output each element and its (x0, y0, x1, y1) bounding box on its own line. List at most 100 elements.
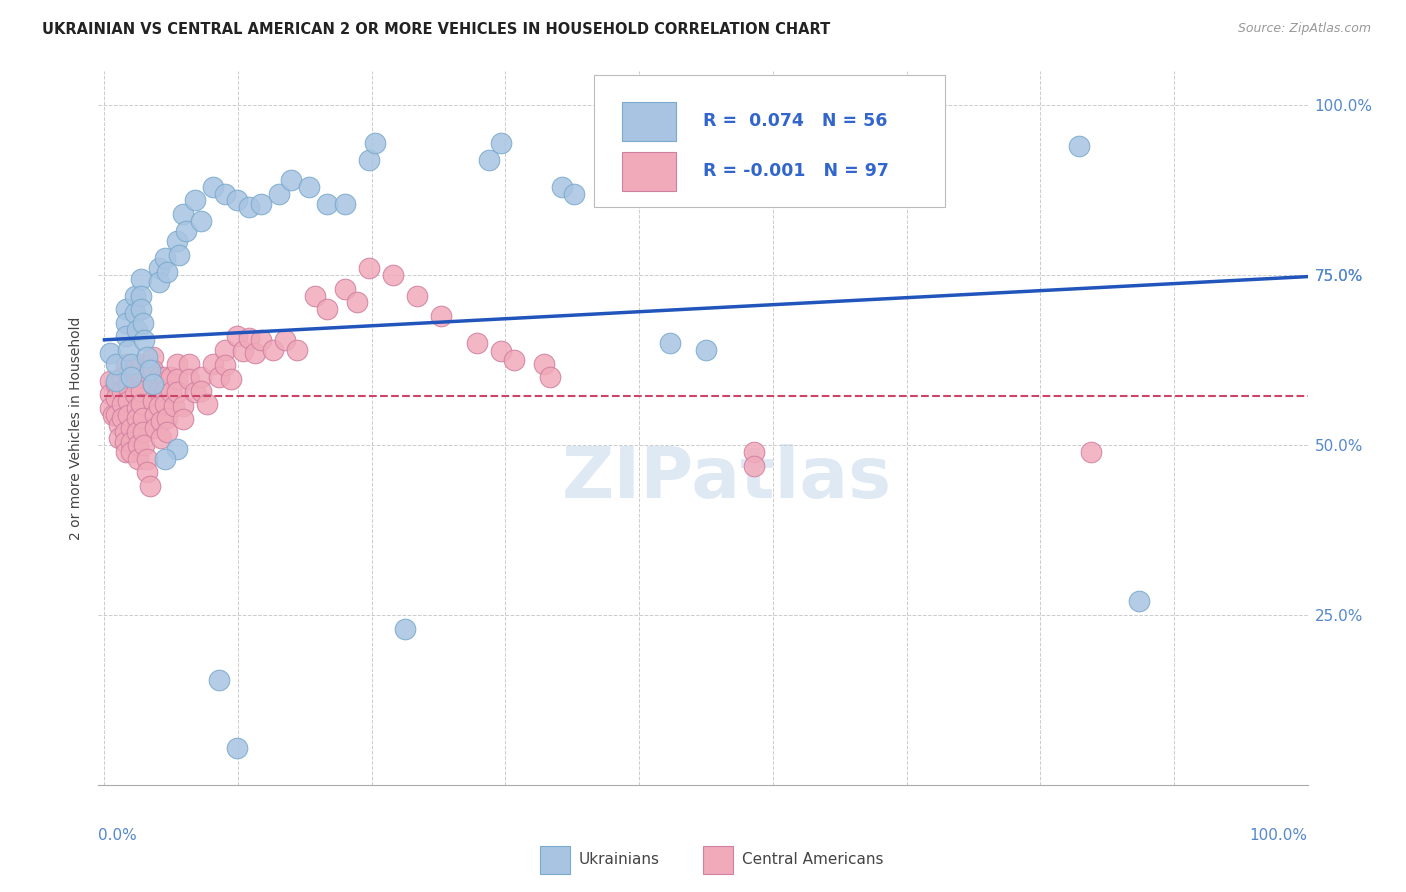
Point (208, 673, 231, 687)
Point (105, 357, 128, 371)
Point (148, 261, 170, 276)
Point (394, 622, 416, 636)
Point (125, 425, 148, 439)
Point (135, 451, 157, 466)
Point (125, 401, 148, 415)
Point (167, 248, 190, 262)
Point (815, 139, 838, 153)
Point (148, 370, 170, 384)
Point (562, 186, 585, 201)
Point (124, 374, 146, 388)
Point (406, 288, 429, 302)
Point (491, 344, 513, 359)
Point (148, 384, 170, 398)
Point (1080, 445, 1102, 459)
Point (201, 180, 224, 194)
Point (742, 458, 765, 473)
Point (105, 391, 128, 405)
Point (430, 309, 453, 323)
Point (364, 136, 387, 150)
Point (172, 207, 194, 221)
Point (132, 425, 155, 439)
Point (117, 343, 139, 357)
Point (124, 288, 146, 302)
Point (550, 180, 572, 194)
Point (280, 173, 302, 187)
Point (153, 252, 176, 266)
Point (120, 421, 142, 435)
Point (149, 414, 172, 428)
Point (153, 384, 176, 398)
Text: ZIPatlas: ZIPatlas (562, 443, 893, 513)
Point (742, 445, 765, 459)
Text: R = -0.001   N = 97: R = -0.001 N = 97 (703, 162, 889, 180)
Point (267, 186, 290, 201)
Point (142, 376, 165, 391)
Point (105, 376, 128, 391)
Point (135, 466, 157, 480)
Point (149, 431, 172, 445)
Point (100, 346, 122, 360)
Point (201, 357, 224, 371)
Point (111, 397, 134, 411)
Point (134, 438, 156, 452)
Point (159, 385, 181, 400)
Point (115, 302, 138, 317)
Point (129, 397, 152, 411)
Point (382, 268, 405, 283)
Point (142, 376, 165, 391)
Point (190, 384, 212, 398)
Point (1067, 139, 1090, 153)
Point (114, 425, 136, 439)
Point (316, 302, 339, 317)
Point (100, 374, 122, 388)
Point (238, 200, 260, 214)
Point (148, 275, 170, 289)
Point (695, 343, 717, 357)
Point (111, 384, 134, 398)
Point (148, 399, 170, 413)
Point (153, 370, 176, 384)
Point (172, 399, 194, 413)
Text: Source: ZipAtlas.com: Source: ZipAtlas.com (1237, 22, 1371, 36)
Point (166, 357, 188, 371)
Point (250, 197, 273, 211)
Text: R =  0.074   N = 56: R = 0.074 N = 56 (703, 112, 887, 130)
Point (120, 370, 142, 384)
Point (156, 411, 179, 425)
Point (111, 411, 134, 425)
Point (125, 323, 148, 337)
Point (125, 411, 148, 425)
Point (108, 417, 131, 432)
Point (117, 367, 139, 381)
Point (359, 153, 381, 167)
Point (132, 316, 155, 330)
Point (129, 384, 152, 398)
Text: 75.0%: 75.0% (1315, 269, 1362, 285)
Point (183, 385, 205, 400)
Point (298, 180, 321, 194)
Point (127, 451, 149, 466)
Point (108, 431, 131, 445)
Point (143, 421, 166, 435)
Point (105, 408, 128, 422)
Point (124, 305, 146, 319)
Point (124, 387, 146, 401)
Bar (540, 846, 569, 874)
Point (166, 234, 188, 248)
Text: Ukrainians: Ukrainians (578, 853, 659, 867)
Text: 0.0%: 0.0% (98, 828, 138, 843)
Point (174, 224, 197, 238)
FancyBboxPatch shape (595, 75, 945, 207)
Point (262, 343, 284, 357)
Point (115, 445, 138, 459)
Point (153, 451, 176, 466)
Point (195, 397, 218, 411)
Point (533, 357, 555, 371)
Point (285, 343, 308, 357)
Point (214, 343, 236, 357)
Point (156, 265, 179, 279)
Point (117, 394, 139, 409)
Point (124, 359, 146, 374)
Point (177, 357, 200, 371)
